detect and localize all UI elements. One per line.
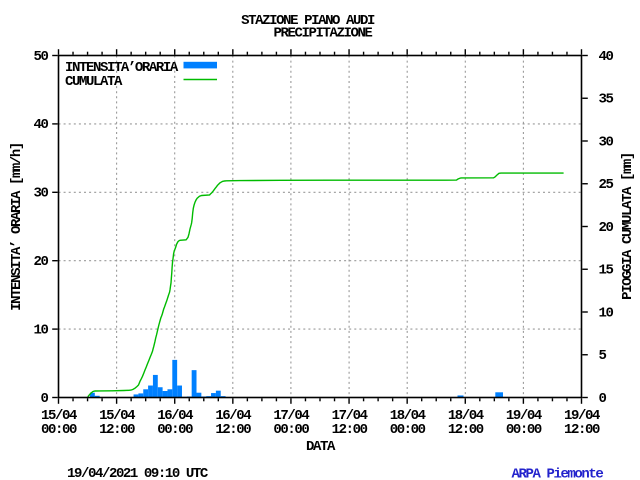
svg-text:25: 25 (599, 177, 614, 193)
svg-text:12:00: 12:00 (99, 422, 135, 438)
svg-text:17/04: 17/04 (332, 408, 368, 424)
svg-text:20: 20 (34, 254, 49, 270)
svg-text:18/04: 18/04 (448, 408, 484, 424)
svg-text:INTENSITA’ORARIA: INTENSITA’ORARIA (65, 60, 179, 76)
svg-text:12:00: 12:00 (564, 422, 600, 438)
svg-text:19/04: 19/04 (564, 408, 600, 424)
svg-text:17/04: 17/04 (273, 408, 309, 424)
svg-text:10: 10 (34, 322, 49, 338)
svg-text:15/04: 15/04 (99, 408, 135, 424)
svg-text:40: 40 (599, 49, 614, 65)
svg-text:STAZIONE PIANO AUDI: STAZIONE PIANO AUDI (241, 13, 375, 29)
svg-text:19/04/2021 09:10 UTC: 19/04/2021 09:10 UTC (67, 466, 209, 480)
svg-text:PIOGGIA CUMULATA [mm]: PIOGGIA CUMULATA [mm] (620, 153, 636, 300)
svg-text:0: 0 (41, 391, 49, 407)
svg-text:00:00: 00:00 (157, 422, 193, 438)
svg-text:50: 50 (34, 49, 49, 65)
svg-text:18/04: 18/04 (390, 408, 426, 424)
svg-text:INTENSITA’ ORARIA [mm/h]: INTENSITA’ ORARIA [mm/h] (9, 143, 25, 311)
svg-text:15/04: 15/04 (41, 408, 77, 424)
svg-text:CUMULATA: CUMULATA (65, 74, 123, 90)
svg-text:30: 30 (34, 186, 49, 202)
svg-text:ARPA Piemonte: ARPA Piemonte (512, 467, 604, 480)
svg-text:00:00: 00:00 (506, 422, 542, 438)
svg-text:12:00: 12:00 (215, 422, 251, 438)
svg-text:00:00: 00:00 (41, 422, 77, 438)
svg-text:16/04: 16/04 (157, 408, 193, 424)
svg-text:5: 5 (599, 348, 607, 364)
svg-text:35: 35 (599, 92, 614, 108)
svg-text:15: 15 (599, 263, 614, 279)
svg-text:0: 0 (599, 391, 607, 407)
svg-text:DATA: DATA (306, 439, 336, 455)
svg-text:10: 10 (599, 305, 614, 321)
svg-text:12:00: 12:00 (332, 422, 368, 438)
svg-text:00:00: 00:00 (390, 422, 426, 438)
svg-text:20: 20 (599, 220, 614, 236)
svg-text:30: 30 (599, 134, 614, 150)
svg-text:40: 40 (34, 117, 49, 133)
svg-text:00:00: 00:00 (273, 422, 309, 438)
svg-text:PRECIPITAZIONE: PRECIPITAZIONE (274, 26, 373, 42)
svg-text:19/04: 19/04 (506, 408, 542, 424)
svg-text:16/04: 16/04 (215, 408, 251, 424)
svg-text:12:00: 12:00 (448, 422, 484, 438)
